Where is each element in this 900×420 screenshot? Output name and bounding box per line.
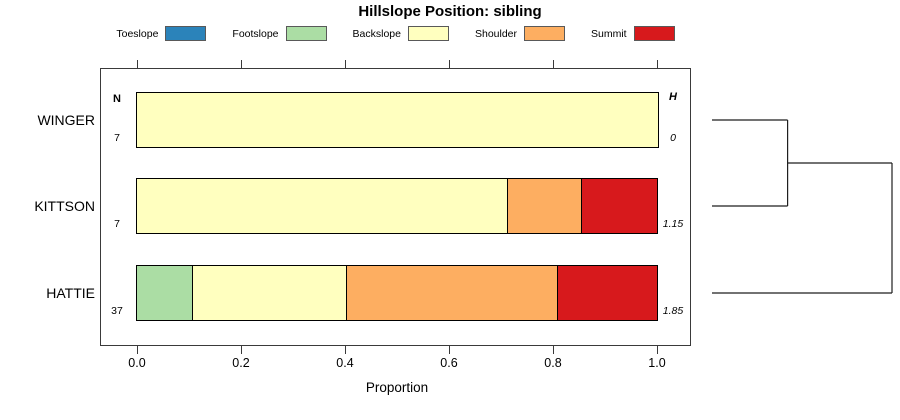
x-axis-tick-label: 0.4 xyxy=(336,356,354,370)
x-axis-tick-label: 0.2 xyxy=(232,356,250,370)
shannon-h-value: 0 xyxy=(670,132,676,144)
bar-segment-backslope xyxy=(191,265,350,321)
legend-item-backslope: Backslope xyxy=(353,26,449,41)
x-axis-bottom-tick xyxy=(240,346,242,354)
legend-item-shoulder: Shoulder xyxy=(474,26,566,41)
legend-item-toeslope: Toeslope xyxy=(116,26,207,41)
bar-segment-summit xyxy=(556,265,659,321)
legend-swatch-toeslope xyxy=(165,26,207,41)
stacked-bar xyxy=(135,92,659,148)
sample-count: 7 xyxy=(114,218,120,230)
sample-count: 7 xyxy=(114,132,120,144)
bar-segment-summit xyxy=(581,178,659,234)
x-axis-bottom-tick xyxy=(344,346,346,354)
x-axis-top-tick xyxy=(344,60,346,68)
n-column-header: N xyxy=(113,93,121,105)
x-axis-tick-label: 0.0 xyxy=(128,356,146,370)
stacked-bar xyxy=(135,178,659,234)
legend-swatch-shoulder xyxy=(524,26,566,41)
legend-label: Shoulder xyxy=(474,27,518,40)
x-axis-top-tick xyxy=(240,60,242,68)
x-axis-top-tick xyxy=(136,60,138,68)
x-axis-tick-label: 0.8 xyxy=(544,356,562,370)
row-label: WINGER xyxy=(37,112,95,128)
x-axis-top-tick xyxy=(552,60,554,68)
legend-label: Footslope xyxy=(232,27,279,40)
x-axis-top-tick xyxy=(656,60,658,68)
legend-item-summit: Summit xyxy=(591,26,675,41)
bar-segment-backslope xyxy=(135,92,659,148)
bar-segment-shoulder xyxy=(346,265,560,321)
legend-label: Summit xyxy=(591,27,627,40)
legend-swatch-summit xyxy=(633,26,675,41)
shannon-h-value: 1.85 xyxy=(662,305,684,317)
legend-label: Backslope xyxy=(352,27,401,40)
x-axis-label: Proportion xyxy=(365,380,429,395)
x-axis-bottom-tick xyxy=(552,346,554,354)
plot-area xyxy=(100,68,691,346)
bar-segment-shoulder xyxy=(506,178,585,234)
legend-swatch-backslope xyxy=(407,26,449,41)
row-label: HATTIE xyxy=(46,285,95,301)
x-axis-bottom-tick xyxy=(656,346,658,354)
x-axis-bottom-tick xyxy=(136,346,138,354)
x-axis-bottom-tick xyxy=(448,346,450,354)
x-axis-tick-label: 0.6 xyxy=(440,356,458,370)
h-column-header: H xyxy=(669,91,677,103)
sample-count: 37 xyxy=(111,305,123,317)
legend: Toeslope Footslope Backslope Shoulder Summit xyxy=(100,25,691,42)
legend-label: Toeslope xyxy=(116,27,159,40)
x-axis-tick-label: 1.0 xyxy=(648,356,666,370)
stacked-bar xyxy=(135,265,659,321)
bar-segment-footslope xyxy=(135,265,195,321)
legend-swatch-footslope xyxy=(285,26,327,41)
chart-title: Hillslope Position: sibling xyxy=(358,3,542,20)
row-label: KITTSON xyxy=(34,198,95,214)
bar-segment-backslope xyxy=(135,178,510,234)
legend-item-footslope: Footslope xyxy=(232,26,327,41)
shannon-h-value: 1.15 xyxy=(662,218,684,230)
x-axis-top-tick xyxy=(448,60,450,68)
